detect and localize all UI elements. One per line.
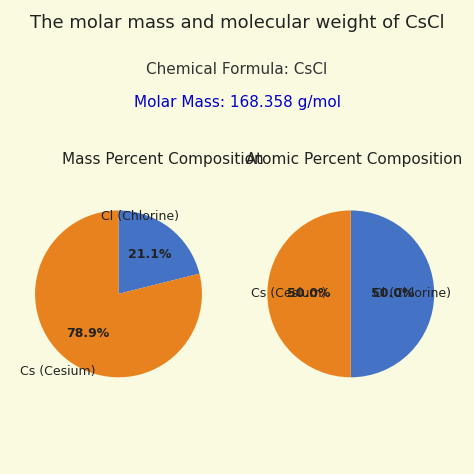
Text: Cl (Chlorine): Cl (Chlorine) [101,210,179,223]
Text: 50.0%: 50.0% [287,287,331,301]
Text: Mass Percent Composition: Mass Percent Composition [62,152,263,167]
Text: 21.1%: 21.1% [128,248,171,261]
Text: 50.0%: 50.0% [371,287,414,301]
Text: Cl (Chlorine): Cl (Chlorine) [373,287,451,301]
Text: Molar Mass: 168.358 g/mol: Molar Mass: 168.358 g/mol [134,95,340,110]
Wedge shape [267,210,351,377]
Text: Cs (Cesium): Cs (Cesium) [20,365,96,378]
Text: 78.9%: 78.9% [66,327,109,340]
Wedge shape [35,210,202,377]
Wedge shape [118,210,200,294]
Wedge shape [351,210,434,377]
Text: Atomic Percent Composition: Atomic Percent Composition [246,152,463,167]
Text: Cs (Cesium): Cs (Cesium) [251,287,326,301]
Text: The molar mass and molecular weight of CsCl: The molar mass and molecular weight of C… [30,14,444,32]
Text: Chemical Formula: CsCl: Chemical Formula: CsCl [146,62,328,77]
